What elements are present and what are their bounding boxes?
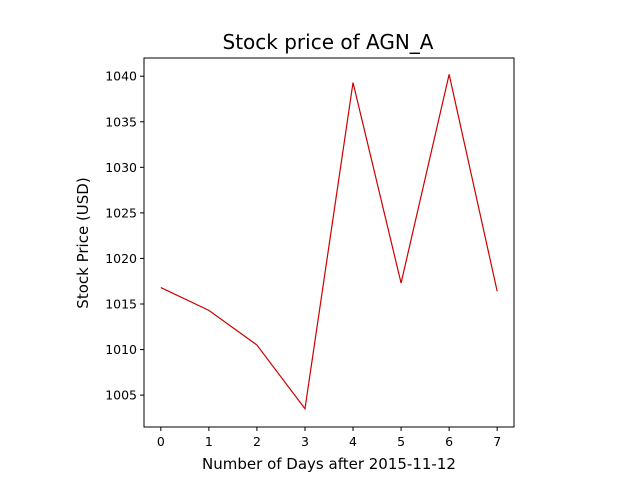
- x-tick-label: 1: [205, 434, 213, 449]
- y-tick-label: 1030: [105, 160, 137, 175]
- x-tick-label: 3: [301, 434, 309, 449]
- x-axis: 0 1 2 3 4 5 6 7: [157, 427, 501, 449]
- x-tick-label: 0: [157, 434, 165, 449]
- series-layer: [160, 74, 498, 411]
- chart-title: Stock price of AGN_A: [223, 30, 434, 54]
- y-axis: 1005 1010 1015 1020 1025 1030 1035 1040: [105, 69, 144, 403]
- x-tick-label: 7: [493, 434, 501, 449]
- y-axis-label: Stock Price (USD): [74, 177, 92, 308]
- x-axis-label: Number of Days after 2015-11-12: [202, 455, 456, 473]
- y-tick-label: 1015: [105, 297, 137, 312]
- x-tick-label: 5: [397, 434, 405, 449]
- y-tick-label: 1010: [105, 342, 137, 357]
- y-tick-label: 1020: [105, 251, 137, 266]
- series-line: [160, 74, 498, 411]
- y-tick-label: 1040: [105, 69, 137, 84]
- plot-area-frame: [143, 57, 515, 428]
- y-tick-label: 1005: [105, 388, 137, 403]
- x-tick-label: 6: [445, 434, 453, 449]
- y-tick-label: 1025: [105, 205, 137, 220]
- y-tick-label: 1035: [105, 114, 137, 129]
- x-tick-label: 2: [253, 434, 261, 449]
- x-tick-label: 4: [349, 434, 357, 449]
